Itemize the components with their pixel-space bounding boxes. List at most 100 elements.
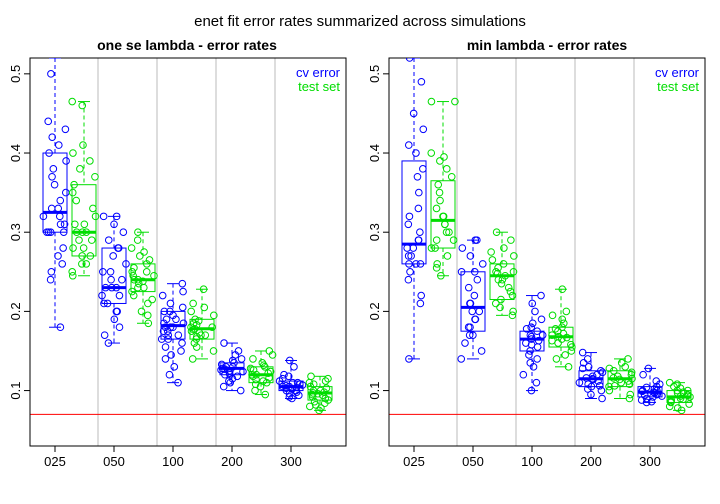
data-point — [70, 180, 78, 189]
data-point — [624, 377, 633, 385]
data-point — [134, 228, 142, 237]
data-point — [509, 267, 518, 276]
data-point — [427, 149, 436, 157]
data-point — [177, 347, 185, 355]
data-point — [101, 283, 110, 292]
y-tick-label: 0.2 — [8, 302, 23, 320]
data-point — [62, 157, 70, 165]
data-point — [597, 366, 605, 375]
data-point — [293, 378, 302, 387]
x-tick-label: 025 — [44, 454, 66, 469]
box-test-200 — [605, 355, 636, 403]
data-point — [144, 299, 152, 308]
panel-one-se-lambda: one se lambda - error rates 0.1 0.2 0.3 0.4… — [8, 37, 347, 469]
data-point — [110, 220, 118, 229]
y-tick-label: 0.1 — [8, 382, 23, 400]
data-point — [167, 351, 175, 359]
data-point — [191, 315, 199, 324]
data-point — [47, 267, 56, 276]
data-point — [414, 204, 423, 213]
data-point — [190, 339, 199, 347]
box-cv-200 — [217, 339, 247, 395]
data-point — [494, 264, 502, 272]
data-point — [320, 399, 329, 408]
data-point — [464, 283, 473, 292]
data-point — [164, 331, 173, 339]
data-point — [466, 252, 475, 260]
data-point — [416, 299, 425, 308]
box-iqr — [71, 184, 97, 257]
data-point — [187, 307, 195, 316]
data-point — [458, 244, 467, 252]
data-point — [91, 172, 99, 181]
data-point — [199, 285, 208, 294]
data-point — [239, 367, 247, 376]
data-point — [87, 236, 96, 244]
data-point — [473, 275, 482, 284]
data-point — [686, 393, 694, 401]
data-point — [46, 228, 55, 237]
data-point — [405, 212, 414, 221]
data-point — [189, 325, 198, 334]
data-point — [112, 283, 121, 292]
data-point — [554, 339, 562, 347]
data-point — [684, 391, 692, 400]
panel-title: min lambda - error rates — [467, 37, 627, 53]
data-point — [563, 333, 571, 342]
data-point — [268, 351, 277, 359]
data-point — [60, 220, 69, 229]
data-point — [625, 380, 634, 389]
x-tick-label: 200 — [580, 454, 602, 469]
data-point — [522, 325, 531, 333]
data-point — [416, 228, 424, 237]
data-point — [178, 279, 187, 288]
data-point — [119, 228, 128, 237]
data-point — [605, 382, 613, 391]
data-point — [162, 315, 171, 324]
box-cv-025 — [39, 58, 70, 332]
data-point — [461, 339, 469, 347]
data-point — [308, 390, 317, 399]
data-point — [567, 347, 576, 355]
data-point — [59, 228, 68, 237]
data-point — [59, 244, 67, 252]
data-point — [665, 378, 674, 387]
data-point — [104, 339, 113, 347]
data-point — [470, 267, 479, 276]
data-point — [445, 228, 453, 237]
data-point — [531, 307, 539, 316]
data-point — [210, 311, 218, 320]
box-test-050 — [127, 228, 158, 328]
data-point — [457, 355, 466, 363]
data-point — [308, 393, 317, 401]
data-point — [137, 307, 146, 316]
box-iqr — [42, 152, 68, 233]
box-test-300 — [665, 378, 694, 415]
data-point — [288, 394, 296, 403]
data-point — [251, 386, 259, 395]
data-point — [249, 355, 257, 363]
data-point — [100, 331, 109, 339]
data-point — [519, 370, 528, 379]
box-iqr — [489, 263, 515, 301]
legend-test-set: test set — [298, 79, 340, 94]
data-point — [282, 384, 290, 392]
data-point — [106, 267, 115, 276]
data-point — [469, 331, 477, 339]
data-point — [68, 267, 77, 276]
data-point — [610, 382, 619, 390]
x-tick-label: 300 — [639, 454, 661, 469]
data-point — [558, 315, 567, 324]
data-point — [256, 382, 265, 391]
data-point — [140, 283, 148, 292]
y-tick-label: 0.3 — [8, 223, 23, 241]
data-point — [442, 228, 451, 237]
data-point — [551, 325, 560, 333]
data-point — [404, 141, 413, 149]
data-point — [144, 319, 153, 328]
data-point — [466, 323, 474, 332]
data-point — [39, 212, 48, 221]
data-point — [134, 275, 142, 284]
data-point — [142, 267, 151, 276]
data-point — [187, 323, 195, 332]
